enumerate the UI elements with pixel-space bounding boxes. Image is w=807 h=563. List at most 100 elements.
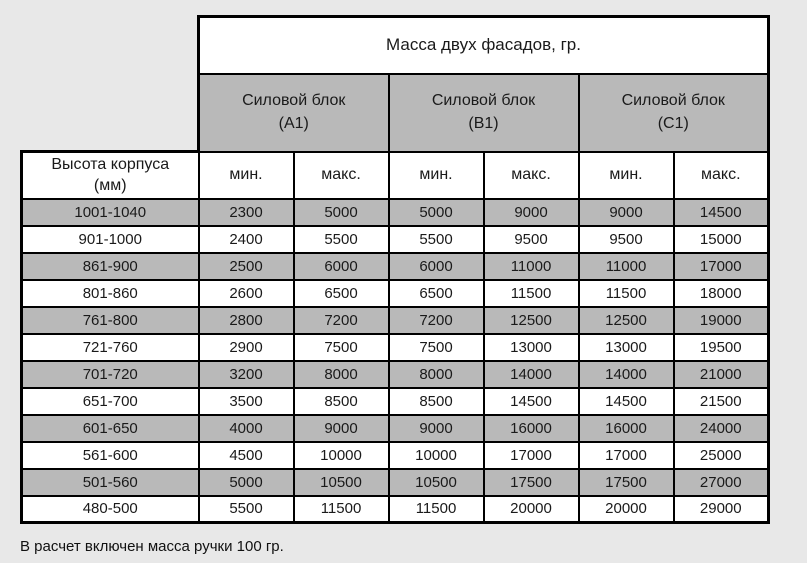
subheader-c1-max: макс. (672, 150, 770, 200)
height-range-cell: 651-700 (20, 386, 200, 416)
mass-value-cell: 5500 (387, 224, 485, 254)
mass-value-cell: 14500 (577, 386, 675, 416)
mass-value-cell: 19000 (672, 305, 770, 335)
mass-value-cell: 8500 (292, 386, 390, 416)
mass-value-cell: 6000 (292, 251, 390, 281)
column-group-label: Силовой блок (621, 92, 725, 110)
table-row: 1001-1040 2300 5000 5000 9000 9000 14500 (20, 197, 770, 227)
mass-value-cell: 2900 (197, 332, 295, 362)
table-row: 801-860 2600 6500 6500 11500 11500 18000 (20, 278, 770, 308)
column-group-c1: Силовой блок (С1) (577, 72, 770, 153)
table-row: 721-760 2900 7500 7500 13000 13000 19500 (20, 332, 770, 362)
mass-value-cell: 6500 (387, 278, 485, 308)
height-range-cell: 480-500 (20, 494, 200, 524)
mass-value-cell: 7500 (387, 332, 485, 362)
mass-value-cell: 7200 (292, 305, 390, 335)
mass-value-cell: 5000 (292, 197, 390, 227)
row-header-line2: (мм) (93, 177, 127, 195)
mass-value-cell: 21000 (672, 359, 770, 389)
mass-value-cell: 21500 (672, 386, 770, 416)
table-body: 1001-1040 2300 5000 5000 9000 9000 14500 901-10… (20, 197, 770, 524)
mass-value-cell: 16000 (482, 413, 580, 443)
mass-value-cell: 5000 (387, 197, 485, 227)
mass-value-cell: 10000 (387, 440, 485, 470)
mass-value-cell: 7500 (292, 332, 390, 362)
mass-value-cell: 27000 (672, 467, 770, 497)
mass-value-cell: 17000 (482, 440, 580, 470)
mass-value-cell: 14500 (482, 386, 580, 416)
table-row: 501-560 5000 10500 10500 17500 17500 27000 (20, 467, 770, 497)
subheader-a1-max: макс. (292, 150, 390, 200)
height-range-cell: 761-800 (20, 305, 200, 335)
subheader-b1-max: макс. (482, 150, 580, 200)
mass-value-cell: 10000 (292, 440, 390, 470)
mass-value-cell: 9500 (577, 224, 675, 254)
mass-value-cell: 8000 (292, 359, 390, 389)
column-group-code: (С1) (657, 114, 689, 132)
mass-value-cell: 15000 (672, 224, 770, 254)
mass-value-cell: 5500 (292, 224, 390, 254)
mass-value-cell: 6500 (292, 278, 390, 308)
mass-value-cell: 2500 (197, 251, 295, 281)
mass-value-cell: 16000 (577, 413, 675, 443)
mass-value-cell: 2400 (197, 224, 295, 254)
height-range-cell: 1001-1040 (20, 197, 200, 227)
subheader-c1-min: мин. (577, 150, 675, 200)
mass-value-cell: 11000 (577, 251, 675, 281)
mass-value-cell: 5500 (197, 494, 295, 524)
mass-value-cell: 24000 (672, 413, 770, 443)
table-row: 761-800 2800 7200 7200 12500 12500 19000 (20, 305, 770, 335)
table-row: 480-500 5500 11500 11500 20000 20000 29000 (20, 494, 770, 524)
mass-value-cell: 25000 (672, 440, 770, 470)
height-range-cell: 901-1000 (20, 224, 200, 254)
mass-value-cell: 10500 (292, 467, 390, 497)
mass-value-cell: 12500 (482, 305, 580, 335)
table-row: 651-700 3500 8500 8500 14500 14500 21500 (20, 386, 770, 416)
height-range-cell: 801-860 (20, 278, 200, 308)
row-header-title: Высота корпуса (мм) (20, 150, 200, 200)
mass-value-cell: 9000 (482, 197, 580, 227)
table-row: 601-650 4000 9000 9000 16000 16000 24000 (20, 413, 770, 443)
row-header-line1: Высота корпуса (51, 155, 170, 173)
table-row: 701-720 3200 8000 8000 14000 14000 21000 (20, 359, 770, 389)
mass-value-cell: 11500 (292, 494, 390, 524)
spacer-cell (22, 74, 199, 152)
mass-value-cell: 17000 (672, 251, 770, 281)
mass-value-cell: 4000 (197, 413, 295, 443)
mass-value-cell: 17500 (577, 467, 675, 497)
table-row: 901-1000 2400 5500 5500 9500 9500 15000 (20, 224, 770, 254)
mass-value-cell: 2300 (197, 197, 295, 227)
height-range-cell: 501-560 (20, 467, 200, 497)
mass-value-cell: 10500 (387, 467, 485, 497)
column-group-a1: Силовой блок (А1) (197, 72, 390, 153)
table-title: Масса двух фасадов, гр. (197, 15, 770, 75)
column-group-code: (В1) (468, 114, 499, 132)
table-row: 861-900 2500 6000 6000 11000 11000 17000 (20, 251, 770, 281)
mass-value-cell: 6000 (387, 251, 485, 281)
mass-value-cell: 9000 (577, 197, 675, 227)
table-row: 561-600 4500 10000 10000 17000 17000 25000 (20, 440, 770, 470)
mass-value-cell: 11500 (577, 278, 675, 308)
mass-value-cell: 2600 (197, 278, 295, 308)
mass-value-cell: 9000 (292, 413, 390, 443)
footnote: В расчет включен масса ручки 100 гр. (20, 538, 284, 555)
subheader-a1-min: мин. (197, 150, 295, 200)
mass-value-cell: 11500 (387, 494, 485, 524)
mass-value-cell: 17000 (577, 440, 675, 470)
mass-value-cell: 13000 (577, 332, 675, 362)
mass-value-cell: 3500 (197, 386, 295, 416)
mass-value-cell: 20000 (482, 494, 580, 524)
column-group-label: Силовой блок (431, 92, 536, 110)
mass-value-cell: 8500 (387, 386, 485, 416)
spacer-cell (22, 17, 199, 74)
mass-value-cell: 8000 (387, 359, 485, 389)
mass-value-cell: 2800 (197, 305, 295, 335)
subheader-b1-min: мин. (387, 150, 485, 200)
mass-value-cell: 5000 (197, 467, 295, 497)
mass-value-cell: 11000 (482, 251, 580, 281)
mass-value-cell: 9500 (482, 224, 580, 254)
height-range-cell: 721-760 (20, 332, 200, 362)
mass-value-cell: 13000 (482, 332, 580, 362)
column-group-b1: Силовой блок (В1) (387, 72, 580, 153)
